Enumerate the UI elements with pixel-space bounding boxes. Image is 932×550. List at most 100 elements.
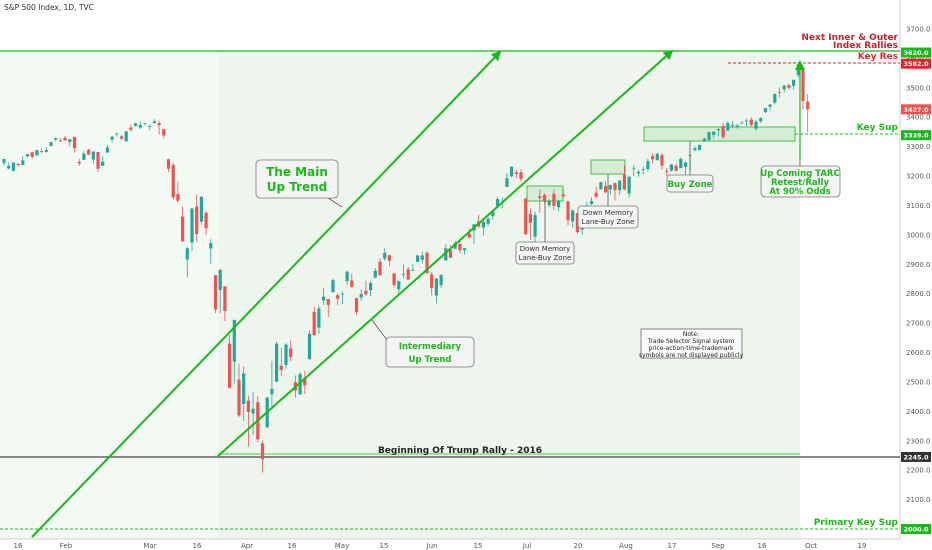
y-tick-label: 2600.0 — [906, 349, 931, 357]
candle — [801, 69, 805, 110]
candle — [242, 366, 246, 422]
candle — [82, 151, 86, 160]
svg-text:3620.0: 3620.0 — [903, 49, 929, 57]
y-tick-label: 2800.0 — [906, 290, 931, 298]
candle — [510, 166, 514, 178]
candle — [514, 169, 518, 179]
candle — [354, 298, 359, 316]
x-tick-label: Aug — [619, 542, 633, 550]
candle — [49, 141, 53, 147]
y-tick-label: 2700.0 — [906, 320, 931, 328]
buy-zone-box — [643, 126, 796, 142]
svg-text:Retest/Rally: Retest/Rally — [771, 178, 829, 188]
candle — [387, 255, 391, 267]
candle — [411, 263, 415, 272]
candle — [110, 135, 114, 143]
candle — [232, 319, 236, 385]
candle — [636, 170, 641, 177]
intermediary-trend-pointer — [371, 319, 388, 341]
candle — [542, 193, 547, 204]
candle — [91, 151, 95, 164]
candle — [439, 274, 443, 288]
chart-title: S&P 500 Index, 1D, TVC — [4, 3, 94, 12]
time-axis: 16 Feb Mar 16 Apr 16 May 15 Jun 15 Jul 20 Aug 17 Sep 16… — [14, 542, 867, 550]
candle — [533, 211, 537, 246]
candle — [87, 148, 91, 156]
y-tick-label: 3400.0 — [906, 114, 931, 122]
x-tick-label: 17 — [668, 542, 677, 550]
svg-text:Up Trend: Up Trend — [267, 180, 328, 194]
y-tick-label: 2300.0 — [906, 437, 931, 445]
x-tick-label: 15 — [474, 542, 483, 550]
candle — [279, 347, 283, 376]
candle — [693, 146, 697, 152]
candle — [430, 271, 434, 296]
candle — [270, 360, 274, 410]
svg-text:3427.0: 3427.0 — [903, 106, 929, 114]
svg-text:Down Memory: Down Memory — [520, 245, 571, 253]
candle — [458, 241, 462, 254]
candle — [519, 169, 523, 182]
svg-text:3339.0: 3339.0 — [903, 132, 929, 140]
candle — [322, 288, 326, 305]
next-rallies-label-1: Next Inner & Outer — [801, 33, 898, 43]
svg-text:Up Coming TARC: Up Coming TARC — [760, 169, 839, 179]
candle — [68, 139, 72, 147]
pre-rally-shade — [0, 51, 218, 539]
candle — [763, 107, 767, 114]
candle — [251, 391, 255, 436]
svg-text:The Main: The Main — [266, 165, 328, 179]
candle — [115, 132, 119, 137]
candle — [806, 94, 810, 133]
candle — [528, 208, 532, 240]
candle — [63, 135, 67, 141]
y-tick-label: 3500.0 — [906, 84, 931, 92]
x-tick-label: Jun — [426, 542, 438, 550]
candle — [665, 168, 669, 177]
candle — [683, 161, 688, 175]
svg-text:Up Trend: Up Trend — [409, 355, 452, 365]
candle — [40, 148, 44, 154]
candle — [698, 144, 702, 151]
candle — [735, 123, 739, 129]
candle — [604, 180, 608, 194]
candle — [2, 158, 6, 166]
candle — [773, 93, 777, 105]
candle — [25, 154, 30, 158]
svg-text:Lane-Buy Zone: Lane-Buy Zone — [582, 218, 635, 226]
candle — [575, 213, 579, 234]
candle — [777, 87, 782, 98]
candle — [792, 79, 796, 90]
candle — [608, 184, 612, 195]
svg-text:Trade Selector Signal system: Trade Selector Signal system — [647, 338, 735, 345]
candle — [566, 201, 570, 226]
candle — [655, 152, 659, 161]
x-tick-label: May — [335, 542, 349, 550]
candle — [166, 158, 171, 172]
candle — [745, 118, 749, 127]
candle — [669, 164, 673, 172]
candle — [434, 278, 438, 304]
candle — [740, 121, 744, 124]
candle — [289, 340, 293, 362]
key-sup-label: Key Sup — [857, 123, 899, 133]
price-axis: 3700.03600.03500.03400.03300.03200.03100… — [906, 26, 931, 534]
candle — [312, 306, 316, 336]
candle — [589, 197, 594, 206]
intermediary-trend-callout: Intermediary Up Trend — [385, 336, 475, 368]
candle — [171, 162, 175, 201]
candle — [199, 196, 203, 225]
x-tick-label: Apr — [241, 542, 253, 550]
y-tick-label: 3300.0 — [906, 143, 931, 151]
candle — [613, 182, 617, 201]
candle — [152, 119, 156, 124]
x-tick-label: 15 — [380, 542, 389, 550]
candle — [162, 129, 166, 139]
candle — [359, 289, 363, 302]
y-tick-label: 2400.0 — [906, 408, 931, 416]
price-badge: 3339.0 — [901, 130, 931, 141]
candle — [674, 163, 678, 172]
candle — [124, 131, 128, 142]
y-tick-label: 3700.0 — [906, 26, 931, 34]
